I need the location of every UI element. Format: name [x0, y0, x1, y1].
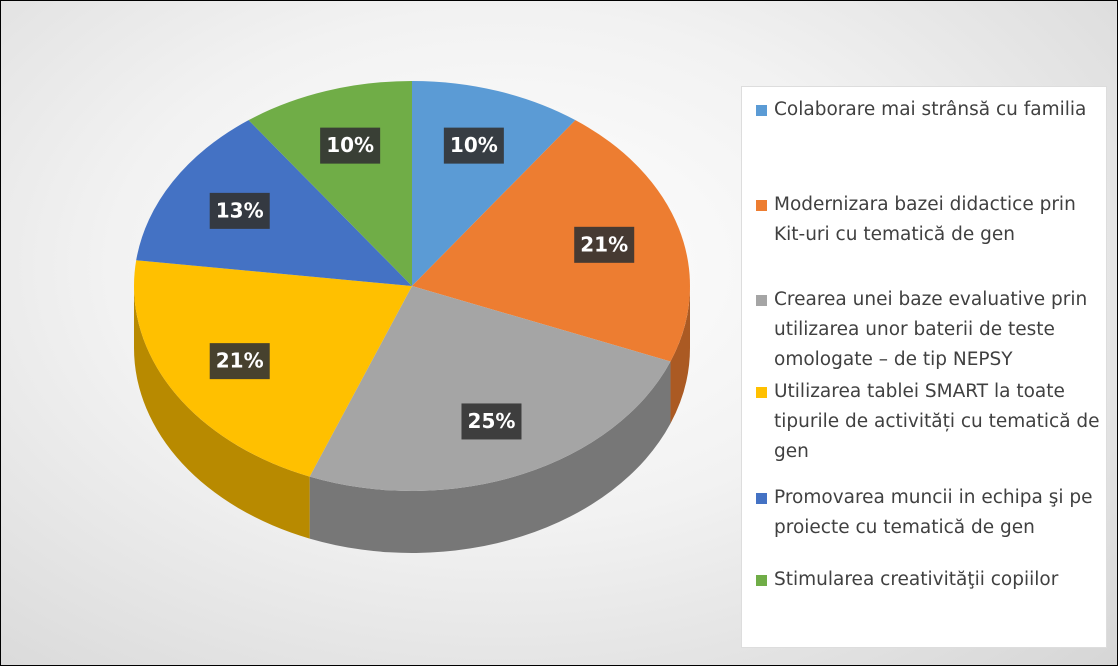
value-label-box — [461, 403, 522, 440]
legend-label: Stimularea creativităţii copiilor — [774, 569, 1059, 590]
legend-swatch — [756, 493, 767, 504]
value-label: 10% — [326, 133, 374, 157]
legend-item: Stimularea creativităţii copiilor — [754, 565, 1102, 595]
legend-swatch — [756, 387, 767, 398]
value-label-box — [574, 226, 635, 263]
slice — [412, 120, 691, 362]
value-label: 21% — [580, 232, 628, 256]
value-label: 21% — [216, 349, 264, 373]
value-label: 13% — [216, 198, 264, 222]
slice — [136, 120, 412, 286]
value-label-box — [443, 127, 504, 164]
legend-swatch — [756, 575, 767, 586]
legend-swatch — [756, 200, 767, 211]
value-label-box — [320, 127, 381, 164]
slice — [309, 286, 671, 491]
slice-side — [134, 286, 310, 539]
legend-item: Modernizara bazei didactice prin Kit-uri… — [754, 190, 1102, 250]
legend-swatch — [756, 105, 767, 116]
slice-side — [309, 361, 671, 553]
slice-side — [670, 286, 690, 424]
slice — [133, 260, 413, 477]
legend-item: Utilizarea tablei SMART la toate tipuril… — [754, 377, 1102, 467]
value-label: 25% — [468, 409, 516, 433]
legend-label: Crearea unei baze evaluative prin utiliz… — [774, 289, 1088, 370]
legend-label: Modernizara bazei didactice prin Kit-uri… — [774, 194, 1076, 245]
value-label-box — [209, 192, 270, 229]
legend-label: Utilizarea tablei SMART la toate tipuril… — [774, 381, 1100, 462]
legend: Colaborare mai strânsă cu familia Moderni… — [741, 86, 1107, 648]
legend-label: Promovarea muncii in echipa şi pe proiec… — [774, 487, 1093, 538]
value-label-box — [209, 343, 270, 380]
legend-item: Promovarea muncii in echipa şi pe proiec… — [754, 483, 1102, 543]
legend-swatch — [756, 295, 767, 306]
legend-item: Colaborare mai strânsă cu familia — [754, 95, 1102, 125]
legend-item: Crearea unei baze evaluative prin utiliz… — [754, 285, 1102, 375]
legend-label: Colaborare mai strânsă cu familia — [774, 99, 1087, 120]
value-label: 10% — [450, 133, 498, 157]
